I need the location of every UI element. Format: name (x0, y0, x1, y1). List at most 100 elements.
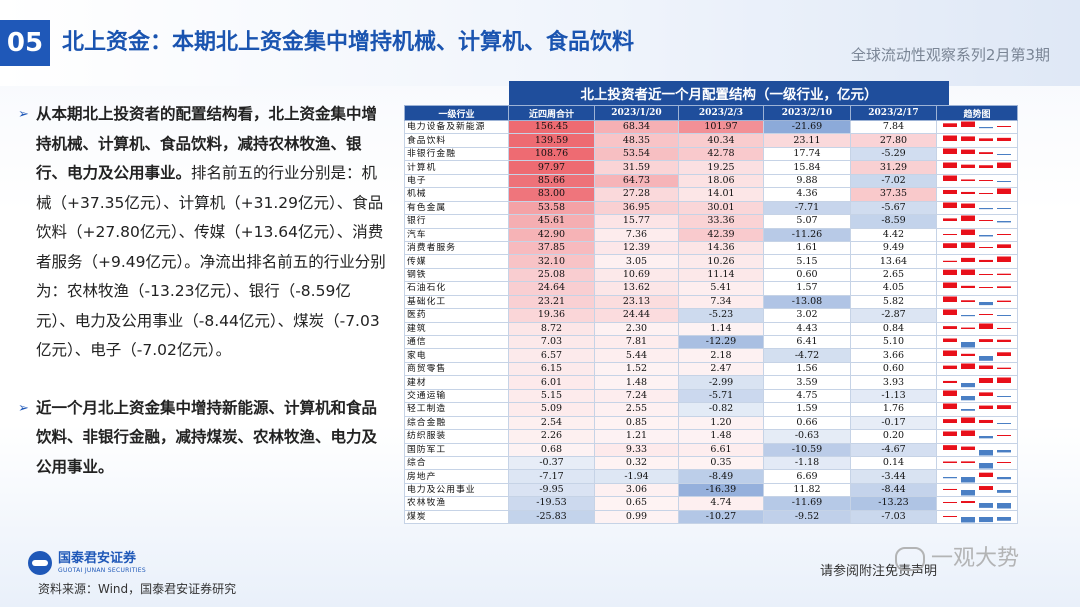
week-cell: -5.29 (850, 146, 937, 162)
total-cell: 45.61 (508, 214, 595, 229)
total-cell: -7.17 (508, 469, 595, 484)
table-row: 传媒 32.10 3.05 10.26 5.15 13.64 (404, 254, 1018, 269)
trend-sparkline (936, 133, 1018, 148)
week-cell: -5.71 (678, 388, 764, 404)
trend-bar (943, 269, 957, 276)
week-cell: -2.99 (678, 375, 764, 390)
table-row: 有色金属 53.58 36.95 30.01 -7.71 -5.67 (404, 200, 1018, 216)
trend-bar (997, 162, 1011, 168)
week-cell: 14.36 (678, 240, 764, 256)
trend-bar (997, 300, 1011, 302)
trend-bar (943, 123, 957, 128)
industry-name: 汽车 (404, 227, 509, 242)
trend-bar (979, 220, 993, 222)
week-cell: 31.29 (850, 160, 937, 175)
total-cell: 53.58 (508, 200, 595, 216)
trend-bar (943, 260, 957, 262)
table-row: 电子 85.66 64.73 18.06 9.88 -7.02 (404, 173, 1018, 189)
week-cell: 0.66 (763, 415, 851, 431)
table-row: 房地产 -7.17 -1.94 -8.49 6.69 -3.44 (404, 469, 1018, 484)
industry-name: 房地产 (404, 469, 509, 484)
week-cell: 36.95 (594, 200, 679, 216)
trend-bar (997, 154, 1011, 156)
trend-bar (979, 486, 993, 491)
industry-name: 钢铁 (404, 267, 509, 283)
trend-bar (997, 422, 1011, 424)
week-cell: 68.34 (594, 119, 679, 135)
trend-bar (979, 449, 993, 456)
week-cell: 2.65 (850, 267, 937, 283)
trend-bar (943, 296, 957, 302)
trend-sparkline (936, 482, 1018, 498)
week-cell: 5.07 (763, 214, 851, 229)
bullet-1-bold: 从本期北上投资者的配置结构看，北上资金集中增持机械、计算机、食品饮料，减持农林牧… (36, 105, 378, 182)
col-header-total: 近四周合计 (508, 105, 595, 121)
table-row: 建筑 8.72 2.30 1.14 4.43 0.84 (404, 321, 1018, 337)
trend-bar (979, 377, 993, 383)
trend-bar (961, 461, 975, 464)
week-cell: 101.97 (678, 119, 764, 135)
trend-bar (979, 234, 993, 237)
industry-name: 石油石化 (404, 281, 509, 296)
total-cell: 2.26 (508, 429, 595, 444)
trend-bar (943, 282, 957, 289)
total-cell: 6.01 (508, 375, 595, 390)
week-cell: 48.35 (594, 133, 679, 148)
table-row: 机械 83.00 27.28 14.01 4.36 37.35 (404, 187, 1018, 202)
week-cell: -0.82 (678, 402, 764, 417)
total-cell: -19.53 (508, 496, 595, 511)
trend-bar (979, 193, 993, 195)
arrow-bullet-icon: ➢ (18, 107, 29, 122)
page-title: 北上资金：本期北上资金集中增持机械、计算机、食品饮料 (62, 30, 635, 55)
trend-bar (997, 286, 1011, 289)
logo-mark-icon (28, 551, 52, 575)
trend-bar (961, 229, 975, 235)
trend-bar (961, 121, 975, 128)
wechat-icon (895, 547, 925, 571)
week-cell: 4.74 (678, 496, 764, 511)
trend-bar (943, 444, 957, 450)
trend-bar (979, 405, 993, 410)
total-cell: 156.45 (508, 119, 595, 135)
week-cell: 11.82 (763, 482, 851, 498)
industry-name: 计算机 (404, 160, 509, 175)
trend-sparkline (936, 119, 1018, 135)
trend-bar (943, 148, 957, 155)
trend-bar (979, 314, 993, 316)
week-cell: 5.82 (850, 294, 937, 310)
trend-bar (943, 338, 957, 343)
trend-bar (961, 409, 975, 412)
trend-bar (961, 327, 975, 329)
total-cell: 25.08 (508, 267, 595, 283)
week-cell: -0.17 (850, 415, 937, 431)
trend-sparkline (936, 308, 1018, 323)
bullet-1-text: 排名前五的行业分别是：机械（+37.35亿元）、计算机（+31.29亿元）、食品… (36, 164, 386, 359)
trend-sparkline (936, 334, 1018, 350)
watermark: 一观大势 (895, 540, 1019, 572)
trend-bar (943, 390, 957, 396)
trend-bar (961, 242, 975, 249)
trend-bar (997, 462, 1011, 464)
trend-sparkline (936, 173, 1018, 189)
week-cell: 31.59 (594, 160, 679, 175)
col-header-industry: 一级行业 (404, 105, 509, 121)
week-cell: 7.81 (594, 334, 679, 350)
week-cell: 2.18 (678, 348, 764, 363)
table-row: 电力设备及新能源 156.45 68.34 101.97 -21.69 7.84 (404, 119, 1018, 135)
industry-name: 建筑 (404, 321, 509, 337)
trend-bar (997, 207, 1011, 209)
trend-bar (961, 215, 975, 222)
trend-bar (997, 405, 1011, 410)
week-cell: -8.49 (678, 469, 764, 484)
trend-bar (943, 365, 957, 370)
week-cell: 3.66 (850, 348, 937, 363)
trend-bar (997, 516, 1011, 521)
industry-name: 电力及公用事业 (404, 482, 509, 498)
table-title: 北上投资者近一个月配置结构（一级行业，亿元） (509, 81, 949, 105)
trend-bar (961, 490, 975, 496)
industry-name: 电子 (404, 173, 509, 189)
trend-bar (979, 392, 993, 396)
industry-name: 电力设备及新能源 (404, 119, 509, 135)
total-cell: 0.68 (508, 442, 595, 457)
disclaimer: 请参阅附注免责声明 (820, 564, 938, 579)
